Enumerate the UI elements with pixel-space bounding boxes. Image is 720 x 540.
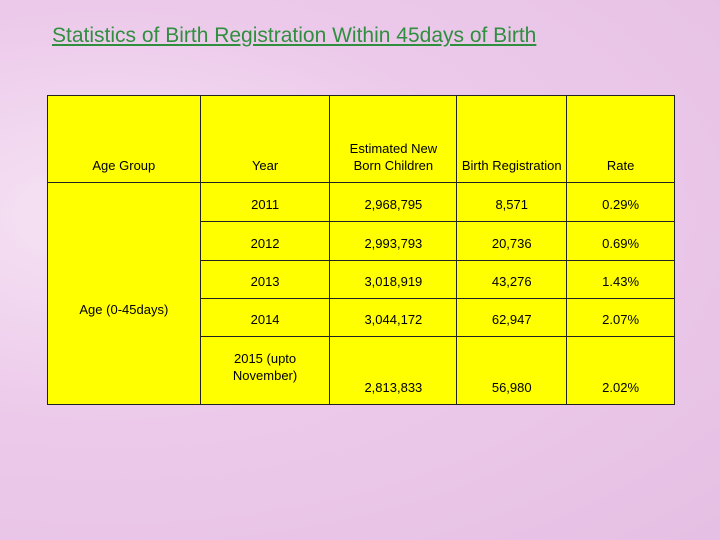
data-cell: 2011 xyxy=(199,182,331,222)
data-row: Age (0-45days) 2011 2,968,795 8,571 0.29% xyxy=(47,182,675,405)
data-cell: 43,276 xyxy=(456,260,568,299)
header-cell: Rate xyxy=(566,95,675,183)
data-cell: 20,736 xyxy=(456,221,568,261)
data-cell: 2,813,833 xyxy=(329,336,458,405)
data-cell: 62,947 xyxy=(456,298,568,337)
header-cell: Year xyxy=(199,95,331,183)
data-cell: 2012 xyxy=(199,221,331,261)
data-row: 2013 3,018,919 43,276 1.43% xyxy=(48,260,675,299)
stats-table: Age Group Year Estimated New Born Children… xyxy=(47,95,675,405)
data-row: 2012 2,993,793 20,736 0.69% xyxy=(48,221,675,261)
data-row: 2014 3,044,172 62,947 2.07% xyxy=(48,298,675,337)
data-cell: 0.29% xyxy=(566,182,675,222)
header-cell: Birth Registration xyxy=(456,95,568,183)
data-cell: 2015 (upto November) xyxy=(199,336,331,405)
data-cell: 2,993,793 xyxy=(329,221,458,261)
data-cell: 3,018,919 xyxy=(329,260,458,299)
data-cell: 2014 xyxy=(199,298,331,337)
data-cell: 8,571 xyxy=(456,182,568,222)
header-cell: Estimated New Born Children xyxy=(329,95,458,183)
age-group-cell: Age (0-45days) xyxy=(47,182,201,405)
data-cell: 2,968,795 xyxy=(329,182,458,222)
slide-title: Statistics of Birth Registration Within … xyxy=(52,24,537,47)
data-cell: 2013 xyxy=(199,260,331,299)
data-cell: 1.43% xyxy=(566,260,675,299)
data-cell: 3,044,172 xyxy=(329,298,458,337)
header-cell: Age Group xyxy=(47,95,201,183)
header-row: Age Group Year Estimated New Born Children… xyxy=(47,95,675,183)
data-cell: 0.69% xyxy=(566,221,675,261)
data-cell: 2.02% xyxy=(566,336,675,405)
data-row: 2015 (upto November) 2,813,833 56,980 2.02% xyxy=(48,336,675,405)
data-cell: 56,980 xyxy=(456,336,568,405)
data-cell: 2.07% xyxy=(566,298,675,337)
